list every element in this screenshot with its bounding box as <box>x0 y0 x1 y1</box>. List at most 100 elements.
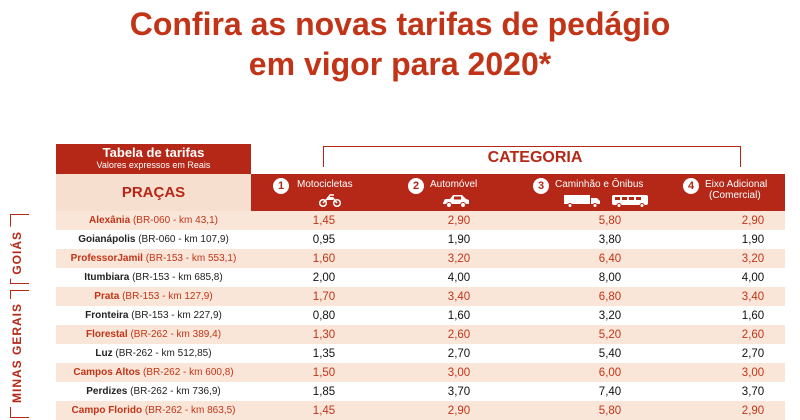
praca-km: (BR-262 - km 863,5) <box>144 405 236 416</box>
praca-name: Perdizes <box>86 386 128 397</box>
praca-km: (BR-262 - km 600,8) <box>143 367 234 378</box>
tariff-value: 2,90 <box>741 214 765 227</box>
praca-cell: Fronteira (BR-153 - km 227,9) <box>56 310 251 321</box>
categoria-label: CATEGORIA <box>470 148 600 168</box>
category-eixo-adicional: 4 Eixo Adicional (Comercial) <box>683 174 783 211</box>
tariff-value: 3,70 <box>741 385 765 398</box>
pracas-header: PRAÇAS <box>56 174 251 211</box>
category-name: Caminhão e Ônibus <box>555 179 644 190</box>
tariff-value: 2,90 <box>447 404 471 417</box>
tariff-value: 1,85 <box>312 385 336 398</box>
car-icon <box>443 195 469 208</box>
tariff-value: 1,60 <box>447 309 471 322</box>
tariff-value: 5,40 <box>598 347 622 360</box>
praca-name: Prata <box>94 291 120 302</box>
praca-name: ProfessorJamil <box>70 253 143 264</box>
table-row: ProfessorJamil (BR-153 - km 553,1) 1,60 … <box>56 249 785 268</box>
tariff-value: 8,00 <box>598 271 622 284</box>
tariff-value: 1,45 <box>312 214 336 227</box>
tariff-value: 3,00 <box>741 366 765 379</box>
category-automovel: 2 Automóvel <box>408 174 528 211</box>
table-row: Fronteira (BR-153 - km 227,9) 0,80 1,60 … <box>56 306 785 325</box>
praca-name: Itumbiara <box>84 272 130 283</box>
praca-km: (BR-153 - km 127,9) <box>122 291 213 302</box>
tariff-value: 1,60 <box>741 309 765 322</box>
praca-name: Goianápolis <box>78 234 136 245</box>
table-row: Prata (BR-153 - km 127,9) 1,70 3,40 6,80… <box>56 287 785 306</box>
region-label-goias: GOIÁS <box>10 227 30 279</box>
praca-cell: Campo Florido (BR-262 - km 863,5) <box>56 405 251 416</box>
category-motocicletas: 1 Motocicletas <box>273 174 393 211</box>
tariff-value: 5,20 <box>598 328 622 341</box>
praca-km: (BR-153 - km 685,8) <box>132 272 223 283</box>
tariff-value: 5,80 <box>598 214 622 227</box>
praca-name: Luz <box>95 348 113 359</box>
tariff-value: 4,00 <box>741 271 765 284</box>
tariff-value: 2,70 <box>447 347 471 360</box>
categoria-bracket <box>323 146 741 167</box>
praca-name: Campos Altos <box>73 367 141 378</box>
praca-km: (BR-262 - km 512,85) <box>115 348 212 359</box>
tariff-value: 6,00 <box>598 366 622 379</box>
tariff-value: 1,35 <box>312 347 336 360</box>
tariff-value: 1,45 <box>312 404 336 417</box>
praca-cell: Itumbiara (BR-153 - km 685,8) <box>56 272 251 283</box>
tariff-value: 3,20 <box>741 252 765 265</box>
region-bracket-minas-gerais: MINAS GERAIS <box>10 290 30 418</box>
tariff-value: 2,90 <box>447 214 471 227</box>
tariff-value: 3,80 <box>598 233 622 246</box>
truck-bus-icon <box>564 195 648 208</box>
table-label-box: Tabela de tarifas Valores expressos em R… <box>56 144 251 174</box>
praca-cell: Campos Altos (BR-262 - km 600,8) <box>56 367 251 378</box>
tariff-value: 1,70 <box>312 290 336 303</box>
category-number: 1 <box>273 178 289 194</box>
praca-name: Fronteira <box>85 310 129 321</box>
table-row: Alexânia (BR-060 - km 43,1) 1,45 2,90 5,… <box>56 211 785 230</box>
praca-km: (BR-060 - km 107,9) <box>138 234 229 245</box>
praca-cell: Prata (BR-153 - km 127,9) <box>56 291 251 302</box>
page-title-line2: em vigor para 2020* <box>248 46 552 82</box>
praca-km: (BR-153 - km 227,9) <box>131 310 222 321</box>
tariff-value: 1,90 <box>741 233 765 246</box>
table-label-title: Tabela de tarifas <box>102 145 205 160</box>
motorcycle-icon <box>319 194 341 207</box>
tariff-value: 1,60 <box>312 252 336 265</box>
tariff-value: 1,90 <box>447 233 471 246</box>
tariff-value: 7,40 <box>598 385 622 398</box>
praca-cell: Goianápolis (BR-060 - km 107,9) <box>56 234 251 245</box>
category-header-bar: 1 Motocicletas 2 Automóvel 3 Caminhão e … <box>251 174 785 211</box>
tariff-value: 4,00 <box>447 271 471 284</box>
tariff-value: 2,70 <box>741 347 765 360</box>
tariff-value: 2,90 <box>741 404 765 417</box>
table-row: Goianápolis (BR-060 - km 107,9) 0,95 1,9… <box>56 230 785 249</box>
tariff-value: 6,80 <box>598 290 622 303</box>
tariff-value: 3,40 <box>447 290 471 303</box>
tariff-value: 2,60 <box>741 328 765 341</box>
praca-cell: Luz (BR-262 - km 512,85) <box>56 348 251 359</box>
tariff-value: 2,60 <box>447 328 471 341</box>
table-row: Campo Florido (BR-262 - km 863,5) 1,45 2… <box>56 401 785 420</box>
category-number: 4 <box>683 178 699 194</box>
table-row: Perdizes (BR-262 - km 736,9) 1,85 3,70 7… <box>56 382 785 401</box>
tariff-value: 2,00 <box>312 271 336 284</box>
praca-cell: Alexânia (BR-060 - km 43,1) <box>56 215 251 226</box>
category-number: 3 <box>533 178 549 194</box>
tariff-value: 0,80 <box>312 309 336 322</box>
tariff-value: 0,95 <box>312 233 336 246</box>
praca-km: (BR-153 - km 553,1) <box>145 253 237 264</box>
tariff-value: 3,20 <box>598 309 622 322</box>
tariff-value: 1,30 <box>312 328 336 341</box>
category-name: Automóvel <box>430 179 478 190</box>
praca-cell: Florestal (BR-262 - km 389,4) <box>56 329 251 340</box>
category-number: 2 <box>408 178 424 194</box>
praca-name: Campo Florido <box>71 405 143 416</box>
table-row: Florestal (BR-262 - km 389,4) 1,30 2,60 … <box>56 325 785 344</box>
tariff-value: 3,40 <box>741 290 765 303</box>
tariff-value: 1,50 <box>312 366 336 379</box>
table-row: Campos Altos (BR-262 - km 600,8) 1,50 3,… <box>56 363 785 382</box>
tariff-value: 3,70 <box>447 385 471 398</box>
table-row: Itumbiara (BR-153 - km 685,8) 2,00 4,00 … <box>56 268 785 287</box>
tariff-table: Alexânia (BR-060 - km 43,1) 1,45 2,90 5,… <box>56 211 785 420</box>
table-label-subtitle: Valores expressos em Reais <box>96 160 211 170</box>
category-name: Motocicletas <box>297 179 353 190</box>
